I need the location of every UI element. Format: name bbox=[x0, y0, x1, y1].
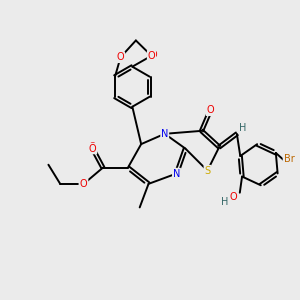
Text: H: H bbox=[239, 123, 246, 133]
Text: O: O bbox=[79, 180, 87, 190]
Text: O: O bbox=[89, 142, 96, 152]
Text: O: O bbox=[148, 51, 155, 61]
Text: O: O bbox=[80, 179, 88, 189]
Text: O: O bbox=[89, 143, 96, 154]
Text: O: O bbox=[206, 105, 214, 115]
Text: O: O bbox=[229, 192, 237, 202]
Text: H: H bbox=[239, 123, 246, 132]
Text: H: H bbox=[222, 198, 229, 207]
Text: N: N bbox=[173, 169, 180, 178]
Text: H: H bbox=[221, 197, 229, 207]
Text: O: O bbox=[229, 192, 237, 202]
Text: O: O bbox=[115, 52, 123, 62]
Text: S: S bbox=[204, 166, 211, 176]
Text: Br: Br bbox=[284, 154, 294, 164]
Text: Br: Br bbox=[284, 154, 294, 164]
Text: O: O bbox=[117, 52, 124, 62]
Text: O: O bbox=[149, 50, 157, 60]
Text: N: N bbox=[161, 129, 168, 139]
